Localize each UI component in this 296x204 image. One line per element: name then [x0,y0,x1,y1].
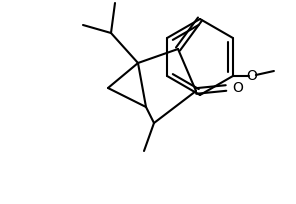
Text: O: O [247,69,257,83]
Text: O: O [233,81,243,95]
